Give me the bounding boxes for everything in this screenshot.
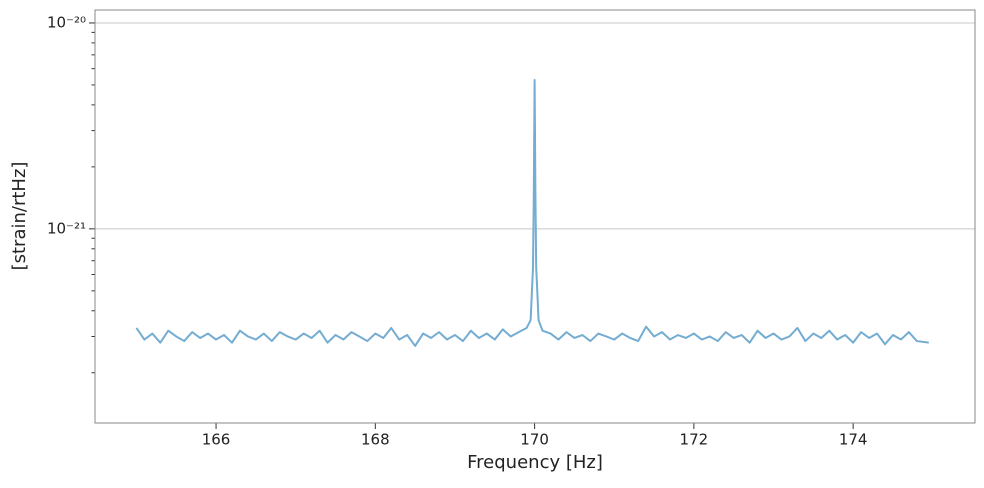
series-line bbox=[135, 79, 929, 347]
x-axis-label: Frequency [Hz] bbox=[467, 452, 603, 473]
y-tick-label: 10⁻²⁰ bbox=[47, 13, 86, 31]
x-tick-label: 174 bbox=[839, 431, 868, 449]
x-tick-label: 170 bbox=[520, 431, 549, 449]
x-tick-label: 166 bbox=[202, 431, 231, 449]
x-tick-label: 168 bbox=[361, 431, 390, 449]
plot-frame bbox=[94, 9, 976, 424]
y-tick-label: 10⁻²¹ bbox=[47, 219, 86, 237]
x-tick-label: 172 bbox=[680, 431, 709, 449]
y-axis-label: [strain/rtHz] bbox=[9, 162, 30, 271]
